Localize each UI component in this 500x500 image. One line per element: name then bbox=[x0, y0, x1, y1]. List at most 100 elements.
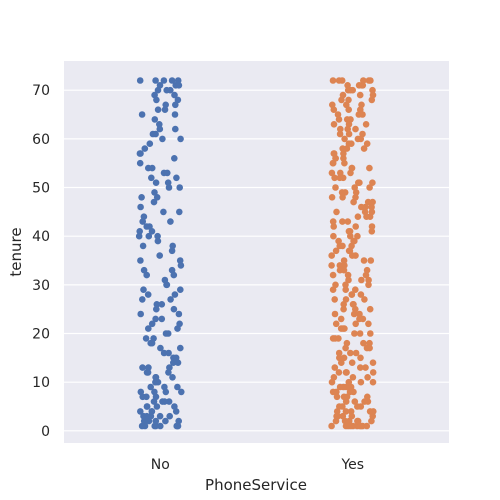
data-point-no bbox=[137, 203, 144, 211]
data-point-yes bbox=[328, 194, 336, 201]
data-point-no bbox=[156, 252, 163, 259]
data-point-yes bbox=[360, 257, 368, 264]
data-point-no bbox=[147, 383, 154, 391]
data-point-no bbox=[153, 194, 161, 201]
data-point-yes bbox=[335, 349, 343, 357]
data-point-yes bbox=[347, 408, 355, 415]
data-point-yes bbox=[332, 184, 339, 191]
data-point-no bbox=[160, 208, 167, 216]
data-point-no bbox=[176, 320, 183, 328]
data-point-yes bbox=[361, 208, 369, 216]
y-tick-label: 70 bbox=[32, 83, 50, 99]
data-point-yes bbox=[349, 374, 357, 381]
data-point-yes bbox=[366, 344, 373, 352]
data-point-yes bbox=[345, 276, 352, 284]
data-point-no bbox=[139, 296, 146, 303]
data-point-yes bbox=[340, 305, 347, 313]
data-point-no bbox=[140, 286, 147, 294]
data-point-no bbox=[137, 310, 144, 318]
data-point-yes bbox=[343, 116, 351, 123]
data-point-no bbox=[145, 364, 152, 371]
data-point-yes bbox=[357, 403, 365, 410]
data-point-no bbox=[154, 237, 162, 245]
data-point-yes bbox=[338, 77, 346, 84]
data-point-yes bbox=[328, 262, 335, 269]
y-tick-label: 20 bbox=[32, 327, 50, 343]
data-point-yes bbox=[357, 354, 364, 362]
x-axis-label: PhoneService bbox=[205, 476, 307, 494]
data-point-yes bbox=[341, 159, 348, 167]
data-point-no bbox=[161, 276, 169, 284]
data-point-no bbox=[156, 121, 163, 128]
data-point-no bbox=[137, 408, 144, 415]
data-point-yes bbox=[345, 96, 352, 104]
data-point-no bbox=[177, 286, 184, 294]
data-point-yes bbox=[328, 169, 336, 177]
data-point-yes bbox=[352, 286, 359, 294]
data-point-no bbox=[169, 374, 176, 381]
data-point-yes bbox=[367, 330, 374, 337]
data-point-no bbox=[151, 388, 158, 396]
data-point-no bbox=[137, 388, 145, 396]
data-point-no bbox=[144, 291, 152, 298]
data-point-yes bbox=[344, 82, 351, 89]
data-point-no bbox=[148, 320, 156, 328]
data-point-yes bbox=[352, 320, 360, 328]
data-point-no bbox=[140, 266, 148, 274]
data-point-no bbox=[162, 417, 169, 425]
data-point-yes bbox=[365, 320, 372, 328]
data-point-yes bbox=[369, 378, 377, 386]
data-point-yes bbox=[345, 106, 353, 113]
data-point-yes bbox=[339, 325, 347, 332]
data-point-no bbox=[146, 223, 153, 230]
grid-lines bbox=[64, 89, 449, 432]
data-point-yes bbox=[330, 223, 338, 230]
data-point-no bbox=[167, 218, 174, 225]
data-point-yes bbox=[348, 164, 356, 172]
data-point-yes bbox=[341, 262, 348, 269]
data-point-yes bbox=[347, 349, 354, 357]
data-point-yes bbox=[343, 393, 351, 401]
data-point-no bbox=[141, 145, 149, 152]
data-point-yes bbox=[356, 91, 364, 99]
data-point-no bbox=[168, 77, 176, 84]
data-point-yes bbox=[361, 398, 368, 405]
data-point-yes bbox=[366, 339, 373, 347]
data-point-yes bbox=[370, 408, 377, 415]
y-tick-label: 0 bbox=[41, 424, 50, 440]
data-point-no bbox=[157, 422, 164, 430]
data-point-yes bbox=[348, 140, 355, 147]
data-point-yes bbox=[359, 130, 366, 138]
data-point-yes bbox=[328, 252, 336, 259]
data-point-yes bbox=[369, 86, 376, 94]
y-tick-label: 10 bbox=[32, 375, 50, 391]
data-point-yes bbox=[336, 262, 344, 269]
data-point-yes bbox=[358, 203, 365, 211]
data-point-no bbox=[152, 315, 159, 323]
data-point-yes bbox=[368, 203, 375, 211]
data-point-no bbox=[159, 135, 166, 143]
data-point-yes bbox=[340, 150, 347, 157]
data-point-yes bbox=[366, 164, 373, 172]
data-point-yes bbox=[345, 422, 352, 430]
data-point-no bbox=[156, 412, 164, 420]
data-point-no bbox=[140, 213, 148, 220]
data-point-yes bbox=[337, 125, 344, 133]
data-point-no bbox=[152, 417, 160, 425]
data-point-no bbox=[151, 189, 158, 196]
data-point-yes bbox=[356, 310, 363, 318]
data-point-yes bbox=[332, 281, 339, 289]
data-point-yes bbox=[339, 145, 347, 152]
data-point-yes bbox=[330, 232, 337, 240]
data-point-yes bbox=[332, 320, 340, 328]
data-point-yes bbox=[351, 184, 359, 191]
data-point-no bbox=[136, 228, 143, 235]
data-point-no bbox=[174, 96, 182, 104]
plot-background bbox=[64, 61, 449, 443]
data-point-yes bbox=[339, 403, 346, 410]
data-point-yes bbox=[352, 223, 360, 230]
data-point-yes bbox=[365, 276, 372, 284]
data-point-yes bbox=[333, 208, 340, 216]
data-point-yes bbox=[369, 91, 377, 99]
data-point-no bbox=[148, 408, 156, 415]
